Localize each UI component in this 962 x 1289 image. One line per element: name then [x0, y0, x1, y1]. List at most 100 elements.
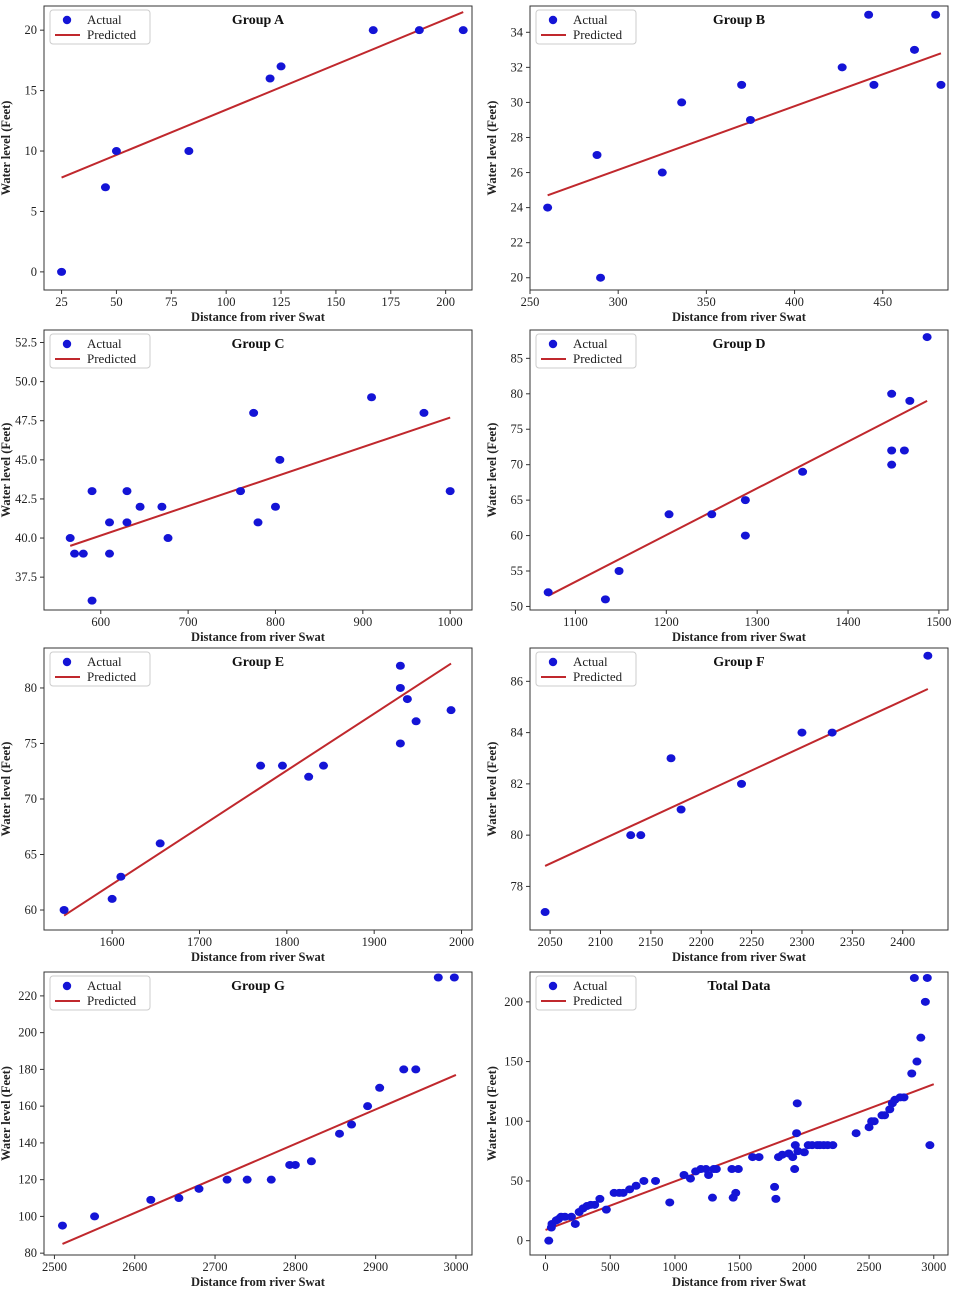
actual-point	[909, 973, 919, 982]
actual-point	[157, 502, 167, 511]
x-tick-label: 250	[521, 295, 540, 309]
x-axis-label: Distance from river Swat	[191, 1275, 326, 1289]
actual-point	[707, 1193, 717, 1202]
y-tick-label: 100	[504, 1114, 523, 1128]
actual-point	[194, 1184, 204, 1193]
y-tick-label: 40.0	[15, 531, 37, 545]
actual-point	[265, 74, 275, 83]
actual-point	[909, 45, 919, 54]
actual-point	[737, 779, 747, 788]
x-tick-label: 1700	[187, 935, 212, 949]
legend-predicted-label: Predicted	[87, 993, 137, 1008]
chart-title: Total Data	[708, 979, 771, 994]
y-axis-label: Water level (Feet)	[485, 1066, 499, 1161]
actual-point	[59, 906, 69, 915]
actual-point	[347, 1120, 357, 1129]
chart-title: Group B	[713, 13, 765, 28]
y-tick-label: 0	[517, 1234, 523, 1248]
actual-point	[711, 1165, 721, 1174]
x-tick-label: 1200	[654, 615, 679, 629]
y-tick-label: 100	[18, 1209, 37, 1223]
actual-point	[596, 273, 606, 282]
actual-point	[335, 1129, 345, 1138]
y-tick-label: 75	[25, 736, 38, 750]
chart-panel-5: 1600 1700 1800 1900 2000 60 65 70 75 80 Group E Dis…	[0, 647, 474, 964]
actual-point	[626, 831, 636, 840]
actual-point	[665, 1198, 675, 1207]
actual-point	[922, 333, 932, 342]
actual-point	[395, 683, 405, 692]
actual-point	[837, 63, 847, 72]
actual-point	[636, 831, 646, 840]
chart-panel-2: 250 300 350 400 450 20 22 24 26 28 30 32 34 Group B Di…	[485, 5, 949, 324]
actual-point	[122, 518, 132, 527]
actual-point	[57, 267, 67, 276]
y-tick-label: 65	[511, 493, 524, 507]
actual-point	[411, 717, 421, 726]
legend-actual-marker	[548, 981, 558, 991]
actual-point	[798, 467, 808, 476]
y-tick-label: 180	[18, 1062, 37, 1076]
actual-point	[184, 147, 194, 156]
y-tick-label: 80	[511, 387, 524, 401]
x-tick-label: 2600	[122, 1260, 147, 1274]
predicted-line	[69, 416, 451, 547]
actual-point	[100, 183, 110, 192]
actual-point	[797, 728, 807, 737]
actual-point	[733, 1165, 743, 1174]
x-tick-label: 1000	[662, 1260, 687, 1274]
actual-point	[87, 596, 97, 605]
actual-point	[676, 805, 686, 814]
plot-frame	[43, 329, 473, 611]
actual-point	[146, 1195, 156, 1204]
x-axis-label: Distance from river Swat	[672, 1275, 807, 1289]
actual-point	[449, 973, 459, 982]
actual-point	[155, 839, 165, 848]
y-tick-label: 80	[25, 681, 38, 695]
plot-frame	[43, 971, 473, 1256]
x-tick-label: 3000	[921, 1260, 946, 1274]
y-tick-label: 75	[511, 422, 524, 436]
legend-actual-label: Actual	[573, 336, 608, 351]
actual-point	[864, 10, 874, 19]
actual-point	[290, 1160, 300, 1169]
actual-point	[664, 510, 674, 519]
plot-frame	[43, 5, 473, 291]
actual-point	[402, 695, 412, 704]
y-tick-label: 70	[511, 458, 524, 472]
predicted-line	[63, 662, 452, 917]
actual-point	[566, 1212, 576, 1221]
legend-actual-marker	[548, 15, 558, 25]
actual-point	[923, 651, 933, 660]
x-tick-label: 2400	[890, 935, 915, 949]
actual-point	[920, 997, 930, 1006]
actual-point	[666, 754, 676, 763]
y-tick-label: 80	[511, 828, 524, 842]
chart-title: Group G	[231, 979, 285, 994]
y-tick-label: 160	[18, 1099, 37, 1113]
chart-panel-8: 0 500 1000 1500 2000 2500 3000 0 50 100 150 200 Tota…	[485, 971, 949, 1289]
y-tick-label: 24	[511, 201, 524, 215]
legend-actual-marker	[548, 657, 558, 667]
legend-predicted-label: Predicted	[573, 993, 623, 1008]
actual-point	[363, 1102, 373, 1111]
x-tick-label: 3000	[443, 1260, 468, 1274]
x-tick-label: 2300	[789, 935, 814, 949]
y-tick-label: 80	[25, 1246, 38, 1260]
chart-panel-7: 2500 2600 2700 2800 2900 3000 80 100 120 140 160 18…	[0, 971, 473, 1289]
actual-point	[905, 396, 915, 405]
legend-predicted-label: Predicted	[87, 27, 137, 42]
actual-point	[737, 80, 747, 89]
y-axis-label: Water level (Feet)	[485, 101, 499, 196]
predicted-line	[62, 1073, 457, 1245]
chart-panel-3: 600 700 800 900 1000 37.5 40.0 42.5 45.0 47.5 50.0…	[0, 329, 473, 644]
y-tick-label: 22	[511, 236, 524, 250]
x-tick-label: 1500	[926, 615, 951, 629]
chart-panel-6: 2050 2100 2150 2200 2250 2300 2350 2400 78 80 82 84…	[485, 647, 949, 964]
plot-frame	[529, 5, 949, 291]
actual-point	[592, 151, 602, 160]
